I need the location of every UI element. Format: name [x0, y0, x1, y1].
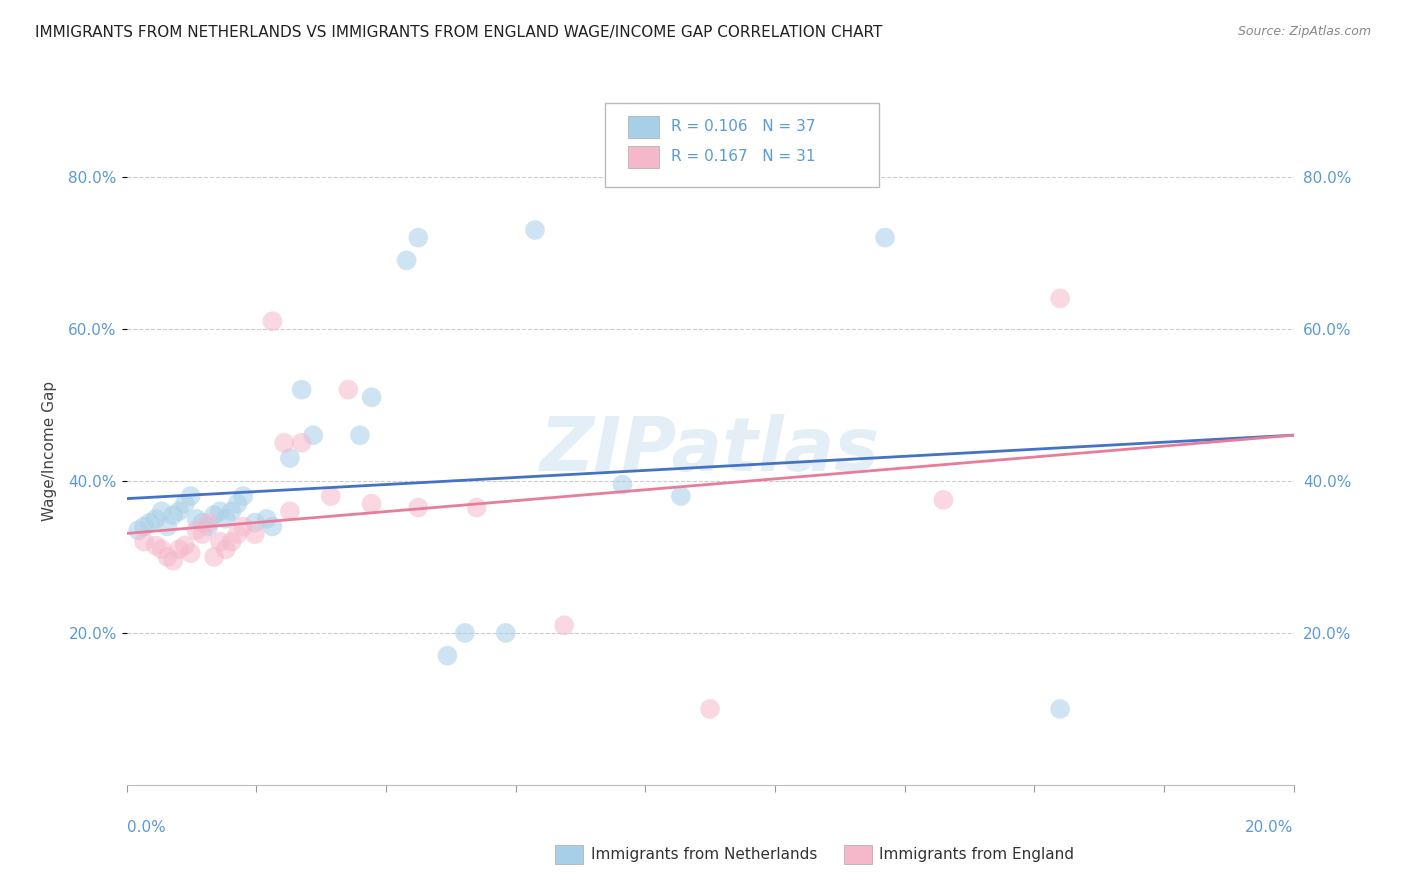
Point — [221, 504, 243, 518]
Point — [145, 512, 167, 526]
Point — [262, 314, 284, 328]
Point — [202, 549, 225, 564]
Point — [221, 534, 243, 549]
Point — [174, 497, 197, 511]
Point — [202, 508, 225, 522]
Point — [243, 516, 266, 530]
Point — [278, 451, 301, 466]
Point — [273, 435, 295, 450]
Text: 0.0%: 0.0% — [127, 821, 166, 835]
Point — [208, 534, 231, 549]
Text: ZIPatlas: ZIPatlas — [540, 414, 880, 487]
Point — [256, 512, 278, 526]
Point — [197, 516, 219, 530]
Text: 20.0%: 20.0% — [1246, 821, 1294, 835]
Point — [1049, 702, 1071, 716]
Point — [465, 500, 488, 515]
Point — [524, 223, 547, 237]
Point — [436, 648, 458, 663]
Point — [360, 390, 382, 404]
Point — [215, 542, 238, 557]
Point — [495, 626, 517, 640]
Point — [132, 519, 155, 533]
Point — [302, 428, 325, 442]
Point — [875, 230, 897, 244]
Point — [167, 504, 190, 518]
Point — [395, 253, 418, 268]
Point — [408, 230, 430, 244]
Point — [1049, 292, 1071, 306]
Text: IMMIGRANTS FROM NETHERLANDS VS IMMIGRANTS FROM ENGLAND WAGE/INCOME GAP CORRELATI: IMMIGRANTS FROM NETHERLANDS VS IMMIGRANT… — [35, 25, 883, 40]
Point — [156, 519, 179, 533]
Y-axis label: Wage/Income Gap: Wage/Income Gap — [42, 380, 58, 521]
Point — [612, 477, 634, 491]
Text: Immigrants from England: Immigrants from England — [879, 847, 1074, 862]
Point — [186, 512, 208, 526]
Text: Immigrants from Netherlands: Immigrants from Netherlands — [591, 847, 817, 862]
Point — [669, 489, 692, 503]
Point — [139, 516, 162, 530]
Text: Source: ZipAtlas.com: Source: ZipAtlas.com — [1237, 25, 1371, 38]
Point — [127, 523, 149, 537]
Point — [699, 702, 721, 716]
Point — [290, 383, 312, 397]
Point — [132, 534, 155, 549]
Point — [145, 539, 167, 553]
Point — [162, 554, 184, 568]
Point — [191, 516, 214, 530]
Point — [232, 489, 254, 503]
Point — [232, 519, 254, 533]
Point — [349, 428, 371, 442]
Point — [167, 542, 190, 557]
Point — [208, 504, 231, 518]
Point — [243, 527, 266, 541]
Point — [337, 383, 360, 397]
Point — [156, 549, 179, 564]
Point — [215, 512, 238, 526]
Point — [197, 519, 219, 533]
Point — [180, 489, 202, 503]
Point — [454, 626, 477, 640]
Point — [150, 542, 173, 557]
Point — [191, 527, 214, 541]
Point — [226, 527, 249, 541]
Point — [262, 519, 284, 533]
Text: R = 0.106   N = 37: R = 0.106 N = 37 — [671, 120, 815, 134]
Point — [180, 546, 202, 560]
Point — [553, 618, 575, 632]
Point — [278, 504, 301, 518]
Point — [174, 539, 197, 553]
Point — [226, 497, 249, 511]
Text: R = 0.167   N = 31: R = 0.167 N = 31 — [671, 150, 815, 164]
Point — [319, 489, 342, 503]
Point — [932, 492, 955, 507]
Point — [408, 500, 430, 515]
Point — [162, 508, 184, 522]
Point — [150, 504, 173, 518]
Point — [186, 523, 208, 537]
Point — [290, 435, 312, 450]
Point — [360, 497, 382, 511]
